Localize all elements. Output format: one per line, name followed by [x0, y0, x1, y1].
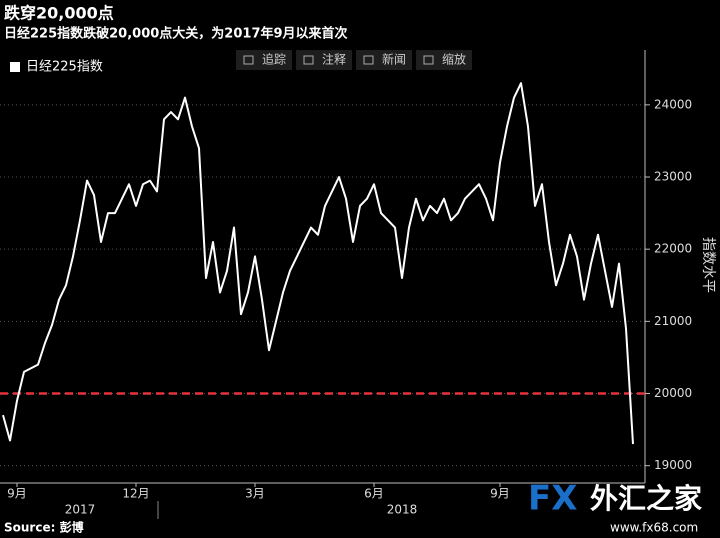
- legend-swatch: [10, 62, 20, 72]
- chart-subtitle: 日经225指数跌破20,000点大关，为2017年9月以来首次: [4, 26, 348, 42]
- toolbar-button[interactable]: 缩放: [416, 50, 472, 70]
- y-tick-label: 24000: [654, 97, 692, 111]
- year-label: 2018: [387, 503, 418, 517]
- button-bg[interactable]: [416, 50, 472, 70]
- button-icon[interactable]: [303, 55, 314, 65]
- button-icon[interactable]: [363, 55, 374, 65]
- watermark-name: 外汇之家: [590, 482, 702, 515]
- button-label[interactable]: 缩放: [442, 52, 466, 67]
- toolbar-button[interactable]: 新闻: [356, 50, 412, 70]
- x-tick-label: 6月: [364, 487, 384, 501]
- chart-title: 跌穿20,000点: [4, 4, 114, 23]
- x-tick-label: 9月: [490, 487, 510, 501]
- button-label[interactable]: 追踪: [262, 52, 286, 67]
- y-tick-label: 19000: [654, 458, 692, 472]
- x-tick-label: 9月: [7, 487, 27, 501]
- x-tick-label: 12月: [122, 487, 149, 501]
- y-tick-label: 20000: [654, 386, 692, 400]
- button-label[interactable]: 新闻: [382, 52, 406, 67]
- year-label: 2017: [65, 503, 96, 517]
- button-label[interactable]: 注释: [322, 52, 346, 67]
- button-bg[interactable]: [356, 50, 412, 70]
- toolbar-button[interactable]: 追踪: [236, 50, 292, 70]
- button-icon[interactable]: [243, 55, 254, 65]
- toolbar: 追踪 注释 新闻 缩放: [236, 50, 472, 70]
- x-tick-label: 3月: [245, 487, 265, 501]
- line: [2, 82, 634, 445]
- toolbar-button[interactable]: 注释: [296, 50, 352, 70]
- source: Source: 彭博: [4, 520, 84, 535]
- y-tick-label: 23000: [654, 170, 692, 184]
- watermark-url: www.fx68.com: [610, 521, 698, 535]
- button-icon[interactable]: [423, 55, 434, 65]
- legend-label: 日经225指数: [26, 60, 103, 75]
- y-tick-label: 22000: [654, 242, 692, 256]
- button-bg[interactable]: [296, 50, 352, 70]
- watermark: FX 外汇之家 www.fx68.com: [528, 479, 702, 535]
- watermark-logo: FX: [528, 479, 577, 519]
- y-tick-label: 21000: [654, 314, 692, 328]
- button-bg[interactable]: [236, 50, 292, 70]
- legend: 日经225指数: [10, 60, 103, 75]
- y-axis-label: 指数水平: [700, 237, 716, 293]
